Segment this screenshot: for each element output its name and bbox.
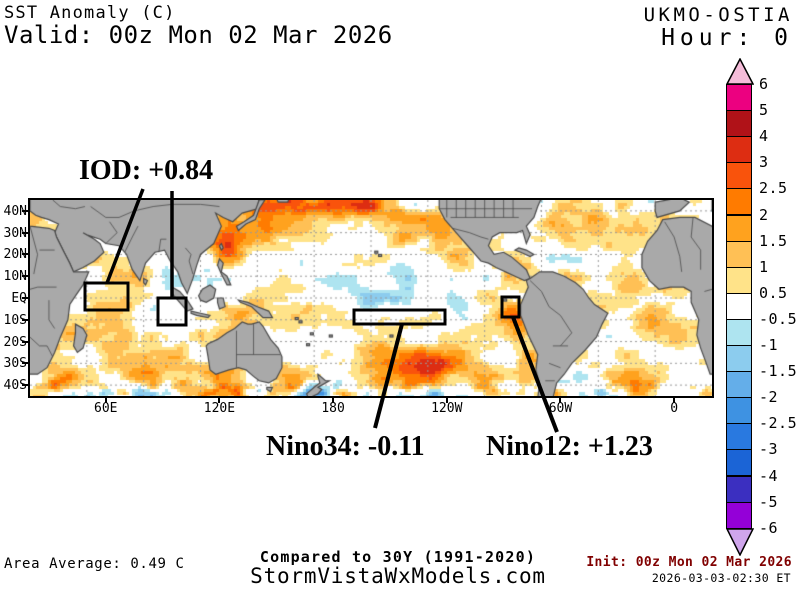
colorbar-cell [726,449,752,477]
colorbar-cell [726,266,752,294]
colorbar-tick-label: 6 [759,75,769,93]
lat-axis-label: 30S [3,356,27,372]
colorbar-cell [726,240,752,268]
colorbar-tick-label: -1 [759,336,779,354]
colorbar-cell [726,84,752,112]
colorbar-tick-label: 3 [759,153,769,172]
colorbar-cell [726,397,752,425]
init-time-label: Init: 00z Mon 02 Mar 2026 [586,555,792,570]
colorbar-cell [726,501,752,529]
world-sst-anomaly-map [28,198,714,398]
lon-axis-label: 60W [548,401,573,416]
lon-axis-tick [445,398,448,403]
colorbar-tick-label: -2.5 [759,414,796,433]
colorbar-cell [726,292,752,320]
nino12-index-label: Nino12: +1.23 [486,431,653,462]
site-watermark: StormVistaWxModels.com [250,564,546,588]
colorbar-tick-label: 2 [759,205,769,224]
lon-axis-label: 120W [431,401,463,416]
colorbar-cell [726,162,752,190]
lat-axis-tick [22,340,28,343]
lat-axis-label: 10N [3,269,27,285]
colorbar-cell [726,188,752,216]
lat-axis-label: 40N [3,203,27,219]
colorbar-tick-label: -5 [759,492,779,511]
generation-timestamp: 2026-03-03-02:30 ET [651,571,791,585]
lat-axis-label: 20S [3,334,27,350]
lon-axis-label: 0 [670,401,679,416]
area-average-label: Area Average: 0.49 C [4,556,185,572]
lat-axis-tick [22,231,28,234]
colorbar-cell [726,214,752,242]
colorbar-tick-label: 1 [759,257,769,276]
lat-axis-tick [22,275,28,278]
lon-axis-label: 180 [321,401,345,416]
model-name: UKMO-OSTIA [643,4,793,26]
lat-axis-tick [22,253,28,256]
colorbar-tick-label: -1.5 [759,362,796,381]
lon-axis-tick [559,398,562,403]
lat-axis-label: 30N [3,225,27,241]
lon-axis-tick [218,398,221,403]
forecast-hour-label: Hour: 0 [661,25,793,51]
lon-axis-label: 120E [203,401,236,416]
nino34-index-label: Nino34: -0.11 [266,431,425,462]
baseline-label: Compared to 30Y (1991-2020) [259,548,537,566]
lat-axis-label: 40S [3,378,27,394]
valid-time-label: Valid: 00z Mon 02 Mar 2026 [4,21,393,49]
lon-axis-label: 60E [94,401,118,416]
lat-axis-tick [22,318,28,321]
lon-axis-tick [104,398,107,403]
lon-axis-tick [673,398,676,403]
colorbar-tick-label: -3 [759,440,779,459]
colorbar-tick-label: 2.5 [759,179,788,198]
colorbar-over-arrow-icon [726,58,754,85]
colorbar-tick-label: -6 [759,518,779,537]
colorbar-tick-label: -4 [759,466,779,485]
lat-axis-label: EQ [11,291,27,306]
lat-axis-tick [22,297,28,299]
product-title: SST Anomaly (C) [4,3,176,23]
colorbar-tick-label: -0.5 [759,309,796,328]
lat-axis-label: 20N [3,247,27,263]
colorbar-cell [726,136,752,164]
colorbar-cell [726,423,752,451]
colorbar-under-arrow-icon [726,528,754,556]
colorbar-tick-label: 1.5 [759,231,788,250]
colorbar-cell [726,110,752,138]
lat-axis-tick [22,384,28,387]
lat-axis-tick [22,362,28,365]
colorbar-tick-label: -2 [759,388,779,407]
iod-index-label: IOD: +0.84 [79,155,214,186]
colorbar-cell [726,345,752,373]
colorbar-cell [726,371,752,399]
colorbar-tick-label: 0.5 [759,283,788,302]
colorbar-tick-label: 5 [759,101,769,120]
colorbar-cell [726,318,752,346]
lat-axis-label: 10S [3,312,27,328]
colorbar-cell [726,475,752,503]
lat-axis-tick [22,209,28,212]
colorbar-tick-label: 4 [759,127,769,146]
colorbar: 6 5 4 3 2.5 2 1.5 1 0.5 -0.5 -1 -1.5 -2 -2.5 -3 -4 -5 -6 [726,58,796,558]
lon-axis-tick [332,398,335,403]
